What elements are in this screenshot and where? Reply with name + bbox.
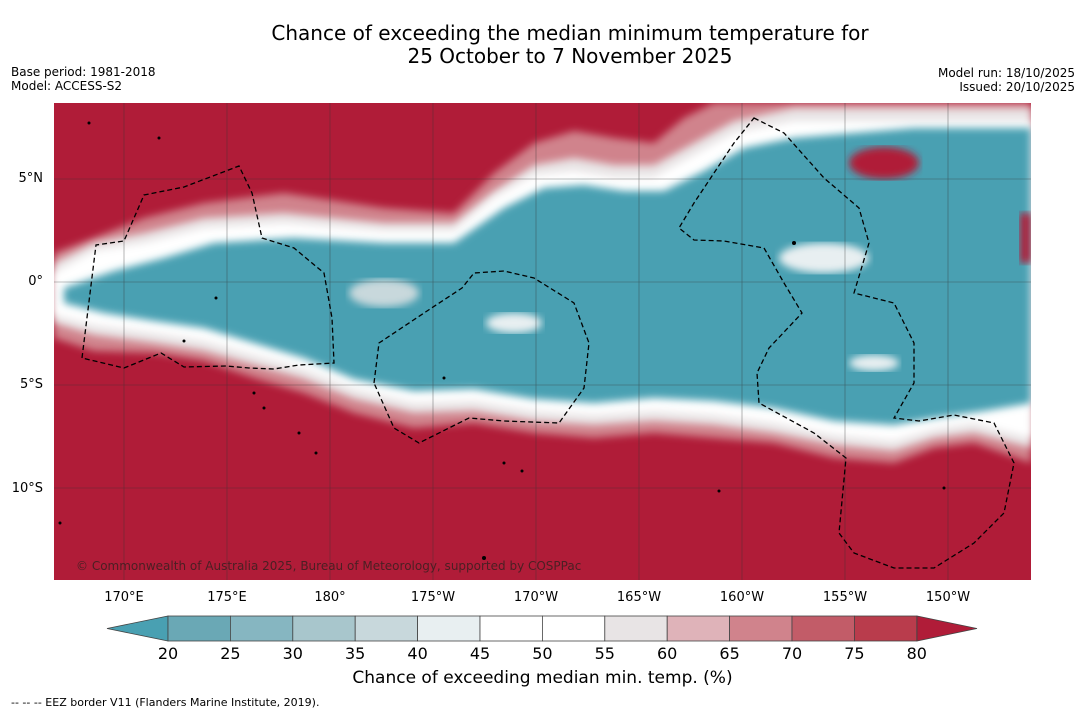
island-dot: [182, 339, 186, 343]
lat-label-0: 0°: [28, 274, 43, 289]
island-dot: [252, 391, 256, 395]
model-run: Model run: 18/10/2025: [937, 66, 1075, 80]
island-dot: [482, 556, 486, 560]
title-line-2: 25 October to 7 November 2025: [407, 44, 733, 68]
gridlines: [54, 103, 1031, 580]
colorbar-cell: [854, 615, 918, 642]
red-strip-east: [1020, 213, 1031, 263]
teal-region: [64, 128, 1031, 425]
colorbar-cell: [230, 615, 294, 642]
colorbar-tick-label: 75: [844, 644, 865, 663]
copyright-notice: © Commonwealth of Australia 2025, Bureau…: [76, 559, 582, 573]
lon-label-170e: 170°E: [104, 590, 144, 605]
lon-label-150w: 150°W: [925, 590, 971, 605]
island-dot: [502, 461, 506, 465]
colorbar-cell: [167, 615, 231, 642]
island-dot: [717, 489, 721, 493]
colorbar-tick-label: 60: [657, 644, 678, 663]
colorbar-cell: [479, 615, 543, 642]
map-svg: [54, 103, 1031, 580]
island-dot: [442, 376, 446, 380]
island-dot: [314, 451, 318, 455]
light-patch-3: [849, 355, 899, 371]
colorbar-cell: [417, 615, 481, 642]
red-blob-northeast: [849, 147, 919, 179]
lon-label-180: 180°: [314, 590, 346, 605]
lon-label-155w: 155°W: [822, 590, 868, 605]
colorbar-cell: [791, 615, 855, 642]
colorbar-tick-label: 30: [282, 644, 303, 663]
island-dot: [58, 521, 62, 525]
island-dot: [262, 406, 266, 410]
colorbar-tick-label: 40: [407, 644, 428, 663]
title-line-1: Chance of exceeding the median minimum t…: [271, 21, 869, 45]
island-dot: [297, 431, 301, 435]
colorbar-tick-label: 65: [719, 644, 740, 663]
colorbar-high-arrow: [916, 615, 978, 642]
forecast-map: [54, 103, 1031, 580]
colorbar-low-arrow: [106, 615, 169, 642]
lon-label-170w: 170°W: [513, 590, 559, 605]
colorbar: [106, 615, 978, 642]
island-dot: [214, 296, 218, 300]
colorbar-tick-label: 50: [532, 644, 553, 663]
lat-label-5n: 5°N: [18, 171, 44, 186]
colorbar-cell: [292, 615, 356, 642]
island-dot: [87, 121, 91, 125]
meta-left: Base period: 1981-2018 Model: ACCESS-S2: [11, 65, 156, 93]
lon-label-160w: 160°W: [719, 590, 765, 605]
colorbar-tick-label: 55: [594, 644, 615, 663]
colorbar-title: Chance of exceeding median min. temp. (%…: [352, 668, 733, 688]
eez-legend-note: -- -- -- EEZ border V11 (Flanders Marine…: [11, 696, 320, 709]
lat-label-5s: 5°S: [19, 377, 43, 392]
colorbar-cell: [729, 615, 793, 642]
meta-right: Model run: 18/10/2025 Issued: 20/10/2025: [938, 66, 1075, 94]
colorbar-tick-label: 70: [781, 644, 803, 663]
colorbar-cell: [666, 615, 731, 642]
model-name: Model: ACCESS-S2: [11, 79, 123, 93]
lon-label-165w: 165°W: [616, 590, 662, 605]
islands: [58, 121, 946, 560]
colorbar-tick-label: 35: [345, 644, 366, 663]
issued-date: Issued: 20/10/2025: [959, 80, 1075, 94]
colorbar-cell: [354, 615, 418, 642]
eez-kiribati-gilbert: [81, 165, 335, 370]
colorbar-tick-label: 80: [906, 644, 927, 663]
eez-line-islands: [678, 117, 1015, 569]
colorbar-tick-label: 45: [469, 644, 491, 663]
island-dot: [157, 136, 161, 140]
colorbar-tick-label: 25: [220, 644, 241, 663]
chart-title: Chance of exceeding the median minimum t…: [0, 22, 1085, 68]
island-dot: [942, 486, 946, 490]
light-patch-1: [486, 313, 542, 333]
colorbar-cell: [541, 615, 606, 642]
light-patch-2: [779, 243, 869, 273]
island-dot: [520, 469, 524, 473]
colorbar-tick-label: 20: [157, 644, 179, 663]
island-dot: [792, 241, 796, 245]
lat-label-10s: 10°S: [11, 481, 43, 496]
eez-phoenix: [373, 270, 590, 444]
eez-borders: [81, 117, 1015, 569]
base-period: Base period: 1981-2018: [11, 65, 156, 79]
lon-label-175e: 175°E: [207, 590, 247, 605]
colorbar-cells: [167, 615, 918, 642]
lon-label-175w: 175°W: [410, 590, 456, 605]
light-patch-4: [349, 279, 419, 307]
colorbar-cell: [604, 615, 668, 642]
